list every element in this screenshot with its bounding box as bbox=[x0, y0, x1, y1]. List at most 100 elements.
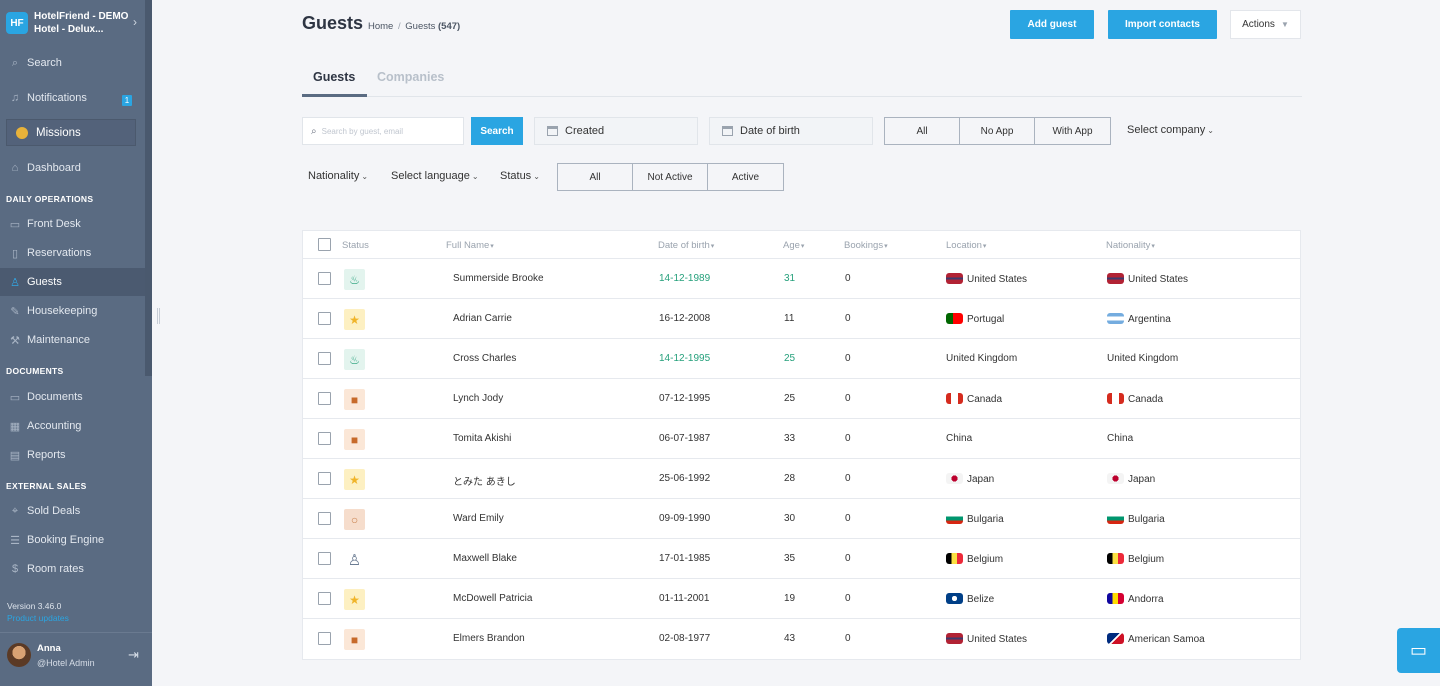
sidebar-scrollbar[interactable] bbox=[145, 0, 152, 376]
ar-flag bbox=[1107, 313, 1124, 324]
guest-name[interactable]: McDowell Patricia bbox=[453, 593, 533, 604]
created-date-filter[interactable]: Created bbox=[534, 117, 698, 145]
import-contacts-button[interactable]: Import contacts bbox=[1108, 10, 1217, 39]
guest-dob: 17-01-1985 bbox=[659, 553, 711, 564]
product-updates-link[interactable]: Product updates bbox=[7, 613, 69, 623]
guests-table: Status Full Name▾ Date of birth▾ Age▾ Bo… bbox=[302, 230, 1301, 660]
status-dropdown[interactable]: Status ⌄ bbox=[500, 170, 540, 182]
column-date-of-birth[interactable]: Date of birth▾ bbox=[658, 240, 714, 251]
row-checkbox[interactable] bbox=[318, 352, 331, 365]
sidebar-item-housekeeping[interactable]: ✎ Housekeeping bbox=[0, 297, 145, 325]
user-profile[interactable]: Anna @Hotel Admin ⇥ bbox=[0, 632, 152, 686]
hotel-switcher[interactable]: HF HotelFriend - DEMO Hotel - Delux... › bbox=[0, 0, 145, 46]
sidebar-item-guests[interactable]: ♙ Guests bbox=[0, 268, 145, 296]
table-row[interactable]: ♨ Summerside Brooke 14-12-1989 31 0 United St… bbox=[303, 259, 1300, 299]
sidebar-resize-handle[interactable] bbox=[157, 308, 160, 324]
select-company-dropdown[interactable]: Select company ⌄ bbox=[1127, 124, 1214, 136]
table-row[interactable]: ■ Elmers Brandon 02-08-1977 43 0 United State… bbox=[303, 619, 1300, 659]
ad-flag bbox=[1107, 593, 1124, 604]
tab-guests[interactable]: Guests bbox=[313, 70, 356, 84]
sidebar-item-label: Maintenance bbox=[27, 334, 90, 346]
actions-dropdown[interactable]: Actions ▼ bbox=[1230, 10, 1301, 39]
sidebar-item-maintenance[interactable]: ⚒ Maintenance bbox=[0, 326, 145, 354]
star-icon: ★ bbox=[344, 309, 365, 330]
hotel-name: HotelFriend - DEMO Hotel - Delux... bbox=[34, 10, 128, 36]
sidebar-item-room-rates[interactable]: $ Room rates bbox=[0, 555, 145, 583]
app-filter-no-app[interactable]: No App bbox=[960, 118, 1035, 144]
guest-age: 11 bbox=[784, 313, 795, 324]
table-row[interactable]: ■ Lynch Jody 07-12-1995 25 0 Canada Canada bbox=[303, 379, 1300, 419]
guest-name[interactable]: Lynch Jody bbox=[453, 393, 504, 404]
language-dropdown[interactable]: Select language ⌄ bbox=[391, 170, 479, 182]
chevron-right-icon: › bbox=[133, 15, 137, 29]
column-nationality[interactable]: Nationality▾ bbox=[1106, 240, 1155, 251]
nationality-text: United Kingdom bbox=[1107, 353, 1179, 364]
row-checkbox[interactable] bbox=[318, 552, 331, 565]
guest-location: Japan bbox=[946, 473, 994, 485]
status-filter-all[interactable]: All bbox=[558, 164, 633, 190]
status-label: Status bbox=[500, 170, 532, 182]
date-of-birth-filter[interactable]: Date of birth bbox=[709, 117, 873, 145]
guest-bookings: 0 bbox=[845, 553, 851, 564]
guest-name[interactable]: Maxwell Blake bbox=[453, 553, 517, 564]
select-all-checkbox[interactable] bbox=[318, 238, 331, 251]
column-age[interactable]: Age▾ bbox=[783, 240, 804, 251]
status-filter-not-active[interactable]: Not Active bbox=[633, 164, 708, 190]
sidebar-item-accounting[interactable]: ▦ Accounting bbox=[0, 412, 145, 440]
guest-name[interactable]: Adrian Carrie bbox=[453, 313, 512, 324]
guest-name[interactable]: Cross Charles bbox=[453, 353, 517, 364]
row-checkbox[interactable] bbox=[318, 472, 331, 485]
missions-button[interactable]: Missions bbox=[6, 119, 136, 146]
guest-name[interactable]: とみた あきし bbox=[453, 477, 516, 488]
search-button[interactable]: Search bbox=[471, 117, 523, 145]
sidebar-item-reports[interactable]: ▤ Reports bbox=[0, 441, 145, 469]
chat-widget-button[interactable]: ▭ bbox=[1397, 628, 1440, 673]
pt-flag bbox=[946, 313, 963, 324]
guest-name[interactable]: Tomita Akishi bbox=[453, 433, 512, 444]
guest-search-field[interactable]: ⌕ bbox=[302, 117, 464, 145]
sidebar-item-documents[interactable]: ▭ Documents bbox=[0, 383, 145, 411]
row-checkbox[interactable] bbox=[318, 632, 331, 645]
guest-name[interactable]: Elmers Brandon bbox=[453, 633, 525, 644]
add-guest-button[interactable]: Add guest bbox=[1010, 10, 1094, 39]
table-row[interactable]: ♙ Maxwell Blake 17-01-1985 35 0 Belgium Belgiu… bbox=[303, 539, 1300, 579]
logout-icon[interactable]: ⇥ bbox=[128, 647, 139, 662]
avatar bbox=[7, 643, 31, 667]
row-checkbox[interactable] bbox=[318, 592, 331, 605]
row-checkbox[interactable] bbox=[318, 432, 331, 445]
guest-age: 19 bbox=[784, 593, 796, 604]
sort-icon: ▾ bbox=[982, 243, 987, 250]
row-checkbox[interactable] bbox=[318, 512, 331, 525]
nationality-dropdown[interactable]: Nationality ⌄ bbox=[308, 170, 368, 182]
column-location[interactable]: Location▾ bbox=[946, 240, 986, 251]
chevron-down-icon: ⌄ bbox=[361, 172, 369, 181]
sidebar-item-dashboard[interactable]: ⌂ Dashboard bbox=[0, 154, 145, 182]
breadcrumb-home[interactable]: Home bbox=[368, 21, 394, 32]
table-row[interactable]: ★ McDowell Patricia 01-11-2001 19 0 Belize And… bbox=[303, 579, 1300, 619]
column-full-name[interactable]: Full Name▾ bbox=[446, 240, 494, 251]
sidebar-item-front-desk[interactable]: ▭ Front Desk bbox=[0, 210, 145, 238]
tab-companies[interactable]: Companies bbox=[377, 70, 445, 84]
app-filter-all[interactable]: All bbox=[885, 118, 960, 144]
row-checkbox[interactable] bbox=[318, 312, 331, 325]
search-input[interactable] bbox=[321, 126, 452, 136]
table-row[interactable]: ○ Ward Emily 09-09-1990 30 0 Bulgaria Bulgaria bbox=[303, 499, 1300, 539]
row-checkbox[interactable] bbox=[318, 392, 331, 405]
guest-name[interactable]: Summerside Brooke bbox=[453, 273, 544, 284]
sidebar-item-booking-engine[interactable]: ☰ Booking Engine bbox=[0, 526, 145, 554]
table-row[interactable]: ■ Tomita Akishi 06-07-1987 33 0 China China bbox=[303, 419, 1300, 459]
wrench-icon: ⚒ bbox=[10, 334, 20, 347]
guest-name[interactable]: Ward Emily bbox=[453, 513, 504, 524]
status-filter-active[interactable]: Active bbox=[731, 171, 760, 183]
sidebar-item-notifications[interactable]: ♫ Notifications bbox=[0, 84, 145, 112]
sidebar-item-reservations[interactable]: ▯ Reservations bbox=[0, 239, 145, 267]
sidebar-item-search[interactable]: ⌕ Search bbox=[0, 49, 145, 77]
table-row[interactable]: ♨ Cross Charles 14-12-1995 25 0 United Kingdo… bbox=[303, 339, 1300, 379]
app-filter-with-app[interactable]: With App bbox=[1052, 125, 1093, 137]
table-row[interactable]: ★ とみた あきし 25-06-1992 28 0 Japan Japan bbox=[303, 459, 1300, 499]
sidebar-item-sold-deals[interactable]: ⌖ Sold Deals bbox=[0, 497, 145, 525]
row-checkbox[interactable] bbox=[318, 272, 331, 285]
cake-icon: ♨ bbox=[344, 269, 365, 290]
table-row[interactable]: ★ Adrian Carrie 16-12-2008 11 0 Portugal Argen… bbox=[303, 299, 1300, 339]
column-bookings[interactable]: Bookings▾ bbox=[844, 240, 888, 251]
